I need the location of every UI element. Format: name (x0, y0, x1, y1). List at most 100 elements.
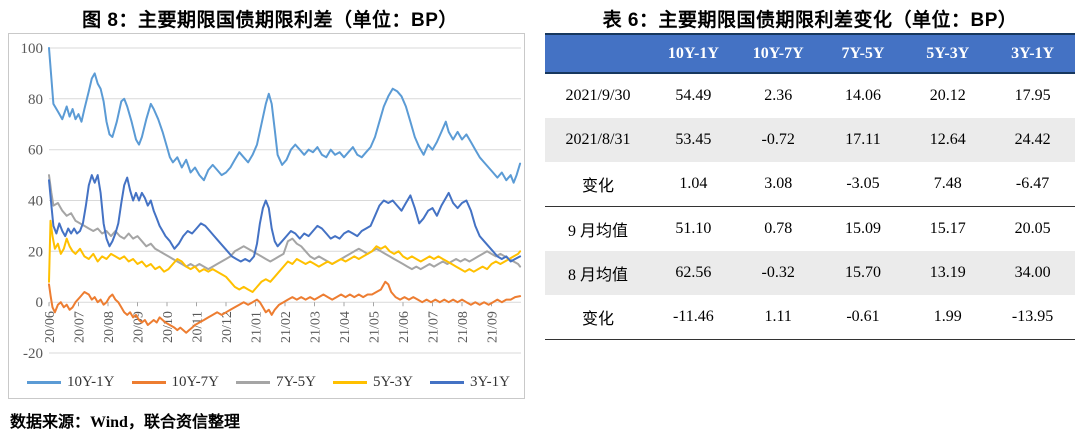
x-tick-label: 20/11 (191, 311, 206, 342)
x-tick-label: 21/04 (338, 311, 353, 343)
x-tick-label: 21/03 (309, 311, 324, 343)
header-cell: 3Y-1Y (990, 33, 1075, 74)
value-cell: 15.17 (929, 220, 966, 237)
table-panel: 表 6：主要期限国债期限利差变化（单位：BP） 10Y-1Y 10Y-7Y 7Y-5… (540, 0, 1080, 440)
value-cell: -3.05 (820, 162, 906, 207)
row-label-cell: 8 月均值 (545, 251, 651, 295)
x-tick-label: 21/07 (427, 311, 442, 343)
line-chart: 100 80 60 40 20 0 -20 20/06 20/07 20/08 20/09 20/10… (8, 33, 525, 399)
table-body: 2021/9/30 54.49 2.36 14.06 20.12 17.95 2021/8/… (545, 73, 1075, 340)
value-cell: -0.61 (820, 295, 906, 340)
row-label-cell: 9 月均值 (567, 223, 628, 240)
series-line-10Y-1Y (48, 47, 522, 184)
x-tick-label: 21/01 (250, 311, 265, 343)
x-tick-label: 20/09 (132, 311, 147, 343)
row-label-cell: 变化 (545, 295, 651, 340)
table-row: 2021/9/30 54.49 2.36 14.06 20.12 17.95 (545, 73, 1075, 118)
value-cell: 12.64 (905, 118, 991, 162)
x-tick-label: 21/08 (456, 311, 471, 343)
value-cell: 62.56 (651, 251, 736, 295)
table-row: 9 月均值 51.10 0.78 15.09 15.17 20.05 (545, 207, 1075, 252)
series-line-10Y-7Y (48, 280, 522, 334)
value-cell: 3.08 (735, 162, 821, 207)
value-cell: 20.05 (1014, 220, 1051, 237)
header-cell: 7Y-5Y (820, 33, 906, 74)
table-header-row: 10Y-1Y 10Y-7Y 7Y-5Y 5Y-3Y 3Y-1Y (545, 33, 1075, 74)
x-tick-label: 21/05 (368, 311, 383, 343)
y-tick-label: -20 (23, 346, 43, 362)
legend-label: 3Y-1Y (470, 373, 510, 390)
table-row: 变化 1.04 3.08 -3.05 7.48 -6.47 (545, 162, 1075, 207)
value-cell: 17.11 (820, 118, 906, 162)
figure-panel: 图 8：主要期限国债期限利差（单位：BP） 100 80 60 40 20 0 -20 20/… (8, 10, 525, 431)
value-cell: -0.72 (735, 118, 821, 162)
legend-label: 10Y-7Y (171, 373, 220, 390)
legend-item-10Y-7Y: 10Y-7Y (131, 373, 220, 391)
value-cell: 15.09 (844, 220, 881, 237)
value-cell: 51.10 (675, 220, 712, 237)
y-tick-label: 20 (28, 244, 43, 260)
series-line-3Y-1Y (48, 174, 522, 263)
y-tick-label: 40 (28, 194, 43, 210)
value-cell: 20.12 (929, 87, 966, 104)
x-tick-label: 20/07 (73, 311, 88, 343)
x-tick-label: 20/08 (102, 311, 117, 343)
legend-swatch-icon (430, 380, 464, 384)
y-tick-label: 100 (21, 41, 44, 57)
row-label-cell: 变化 (545, 162, 651, 207)
header-cell (545, 33, 651, 74)
value-cell: 54.49 (675, 87, 712, 104)
figure-title: 图 8：主要期限国债期限利差（单位：BP） (82, 10, 458, 31)
legend-item-5Y-3Y: 5Y-3Y (333, 374, 413, 391)
value-cell: 24.42 (990, 118, 1075, 162)
series-line-5Y-3Y (48, 219, 522, 293)
legend-label: 5Y-3Y (373, 373, 413, 390)
value-cell: 15.70 (820, 251, 906, 295)
value-cell: 7.48 (905, 162, 991, 207)
x-tick-label: 21/09 (486, 311, 501, 343)
value-cell: -0.32 (735, 251, 821, 295)
header-cell: 5Y-3Y (905, 33, 991, 74)
value-cell: 1.11 (735, 295, 821, 340)
legend-swatch-icon (27, 380, 61, 384)
legend-item-3Y-1Y: 3Y-1Y (430, 374, 510, 391)
series-line-7Y-5Y (48, 174, 522, 271)
legend-item-10Y-1Y: 10Y-1Y (27, 374, 115, 391)
legend-swatch-icon (131, 380, 166, 384)
legend-swatch-icon (333, 380, 367, 384)
y-tick-label: 0 (36, 295, 44, 311)
y-tick-label: 60 (28, 143, 43, 159)
value-cell: 34.00 (990, 251, 1075, 295)
legend-swatch-icon (236, 380, 270, 384)
table-row: 8 月均值 62.56 -0.32 15.70 13.19 34.00 (545, 251, 1075, 295)
value-cell: -11.46 (651, 295, 736, 340)
x-tick-label: 20/12 (220, 311, 235, 343)
table-row: 2021/8/31 53.45 -0.72 17.11 12.64 24.42 (545, 118, 1075, 162)
value-cell: 1.04 (651, 162, 736, 207)
value-cell: 1.99 (905, 295, 991, 340)
row-label-cell: 2021/9/30 (565, 87, 631, 104)
legend-label: 7Y-5Y (276, 373, 316, 390)
x-tick-label: 21/02 (279, 311, 294, 343)
x-tick-label: 21/06 (397, 311, 412, 343)
legend-label: 10Y-1Y (67, 373, 115, 390)
legend-item-7Y-5Y: 7Y-5Y (236, 374, 316, 391)
data-source-note: 数据来源：Wind，联合资信整理 (10, 414, 240, 431)
table-title: 表 6：主要期限国债期限利差变化（单位：BP） (602, 10, 1018, 31)
value-cell: 0.78 (764, 220, 793, 237)
value-cell: 2.36 (764, 87, 793, 104)
value-cell: 17.95 (1014, 87, 1051, 104)
x-tick-label: 20/06 (43, 311, 58, 343)
table-row: 变化 -11.46 1.11 -0.61 1.99 -13.95 (545, 295, 1075, 340)
value-cell: 13.19 (905, 251, 991, 295)
value-cell: 14.06 (844, 87, 881, 104)
value-cell: -13.95 (990, 295, 1075, 340)
table-header: 10Y-1Y 10Y-7Y 7Y-5Y 5Y-3Y 3Y-1Y (545, 33, 1075, 74)
value-cell: 53.45 (651, 118, 736, 162)
spread-table: 10Y-1Y 10Y-7Y 7Y-5Y 5Y-3Y 3Y-1Y 2021/9/30 54.… (545, 33, 1075, 340)
y-tick-label: 80 (28, 92, 43, 108)
chart-legend: 10Y-1Y 10Y-7Y 7Y-5Y 5Y-3Y 3Y-1Y (9, 368, 524, 396)
header-cell: 10Y-1Y (651, 33, 736, 74)
row-label-cell: 2021/8/31 (545, 118, 651, 162)
